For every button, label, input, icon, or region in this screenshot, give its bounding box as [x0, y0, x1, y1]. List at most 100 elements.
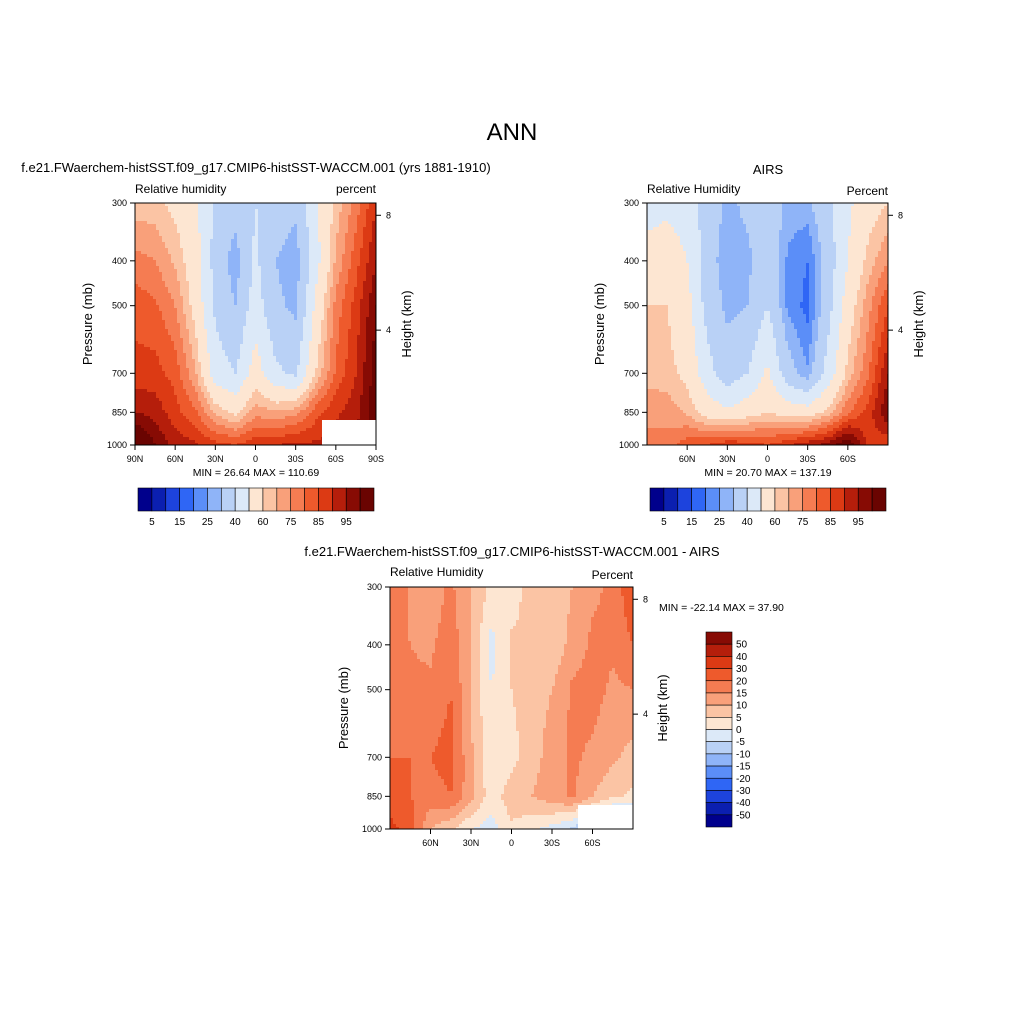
panel-model-field-cell [270, 338, 274, 342]
panel-model-field-cell [168, 290, 172, 294]
panel-model-field-cell [351, 335, 355, 339]
panel-model-field-cell [207, 326, 211, 330]
panel-model-field-cell [198, 302, 202, 306]
panel-model-field-cell [369, 206, 373, 210]
panel-model-field-cell [237, 287, 241, 291]
panel-model-field-cell [342, 290, 346, 294]
panel-model-field-cell [150, 212, 154, 216]
panel-model-field-cell [255, 353, 259, 357]
panel-model-field-cell [360, 374, 364, 378]
panel-model-field-cell [237, 269, 241, 273]
panel-model-field-cell [333, 284, 337, 288]
panel-model-field-cell [237, 296, 241, 300]
panel-model-field-cell [369, 383, 373, 387]
panel-model-field-cell [219, 344, 223, 348]
panel-model-field-cell [348, 254, 352, 258]
panel-model-field-cell [219, 350, 223, 354]
panel-model-field-cell [153, 239, 157, 243]
panel-model-field-cell [354, 206, 358, 210]
panel-model-field-cell [297, 281, 301, 285]
panel-model-field-cell [255, 374, 259, 378]
panel-model-field-cell [273, 302, 277, 306]
panel-model-field-cell [204, 227, 208, 231]
panel-model-field-cell [222, 356, 226, 360]
panel-model-field-cell [138, 341, 142, 345]
panel-model-field-cell [309, 230, 313, 234]
panel-model-field-cell [198, 371, 202, 375]
panel-model-field-cell [324, 278, 328, 282]
panel-model-field-cell [327, 284, 331, 288]
panel-model-field-cell [141, 326, 145, 330]
panel-model-field-cell [243, 386, 247, 390]
panel-model-field-cell [246, 209, 250, 213]
panel-model-field-cell [330, 341, 334, 345]
panel-model-field-cell [255, 341, 259, 345]
panel-model-field-cell [267, 275, 271, 279]
panel-model-field-cell [201, 227, 205, 231]
panel-model-field-cell [219, 212, 223, 216]
panel-model-field-cell [138, 203, 142, 207]
panel-model-field-cell [306, 209, 310, 213]
panel-model-field-cell [213, 335, 217, 339]
panel-model-field-cell [222, 374, 226, 378]
panel-model-title: f.e21.FWaerchem-histSST.f09_g17.CMIP6-hi… [21, 160, 490, 175]
panel-model-field-cell [279, 248, 283, 252]
panel-model-field-cell [252, 281, 256, 285]
panel-model-field-cell [366, 269, 370, 273]
panel-model-field-cell [342, 302, 346, 306]
panel-model-field-cell [207, 245, 211, 249]
panel-model-field-cell [219, 287, 223, 291]
panel-model-field-cell [216, 374, 220, 378]
panel-model-field-cell [297, 368, 301, 372]
panel-model-field-cell [333, 350, 337, 354]
panel-model-field-cell [321, 344, 325, 348]
panel-model-field-cell [345, 221, 349, 225]
panel-model-field-cell [198, 299, 202, 303]
panel-model-field-cell [141, 218, 145, 222]
panel-model-field-cell [255, 275, 259, 279]
panel-model-field-cell [303, 377, 307, 381]
panel-model-field-cell [267, 224, 271, 228]
panel-model-field-cell [291, 218, 295, 222]
panel-model-field-cell [195, 335, 199, 339]
panel-model-field-cell [312, 293, 316, 297]
panel-model-field-cell [162, 308, 166, 312]
panel-model-field-cell [147, 275, 151, 279]
panel-model-field-cell [264, 263, 268, 267]
panel-model-field-cell [312, 347, 316, 351]
panel-model-field-cell [276, 353, 280, 357]
panel-model-field-cell [207, 383, 211, 387]
panel-model-field-cell [231, 209, 235, 213]
panel-model-field-cell [336, 239, 340, 243]
panel-model-field-cell [336, 215, 340, 219]
panel-model-field-cell [351, 236, 355, 240]
panel-model-field-cell [237, 239, 241, 243]
panel-model-field-cell [249, 320, 253, 324]
panel-model-field-cell [228, 365, 232, 369]
panel-model-field-cell [309, 254, 313, 258]
panel-model-field-cell [153, 296, 157, 300]
panel-model-field-cell [177, 287, 181, 291]
panel-model-field-cell [258, 203, 262, 207]
panel-model-field-cell [234, 344, 238, 348]
panel-model-field-cell [243, 359, 247, 363]
panel-model-field-cell [276, 293, 280, 297]
panel-model-field-cell [135, 386, 139, 390]
panel-model-field-cell [315, 344, 319, 348]
panel-model-field-cell [306, 206, 310, 210]
panel-model-field-cell [252, 317, 256, 321]
panel-model-field-cell [372, 275, 376, 279]
panel-model-field-cell [228, 233, 232, 237]
panel-model-field-cell [198, 272, 202, 276]
panel-model-field-cell [336, 377, 340, 381]
panel-model-field-cell [240, 269, 244, 273]
panel-model-field-cell [342, 356, 346, 360]
panel-model-field-cell [264, 383, 268, 387]
panel-model-field-cell [264, 323, 268, 327]
panel-model-field-cell [162, 233, 166, 237]
panel-model-field-cell [186, 350, 190, 354]
panel-model-field-cell [216, 296, 220, 300]
panel-model-field-cell [246, 350, 250, 354]
panel-model-field-cell [165, 329, 169, 333]
panel-model-field-cell [345, 344, 349, 348]
